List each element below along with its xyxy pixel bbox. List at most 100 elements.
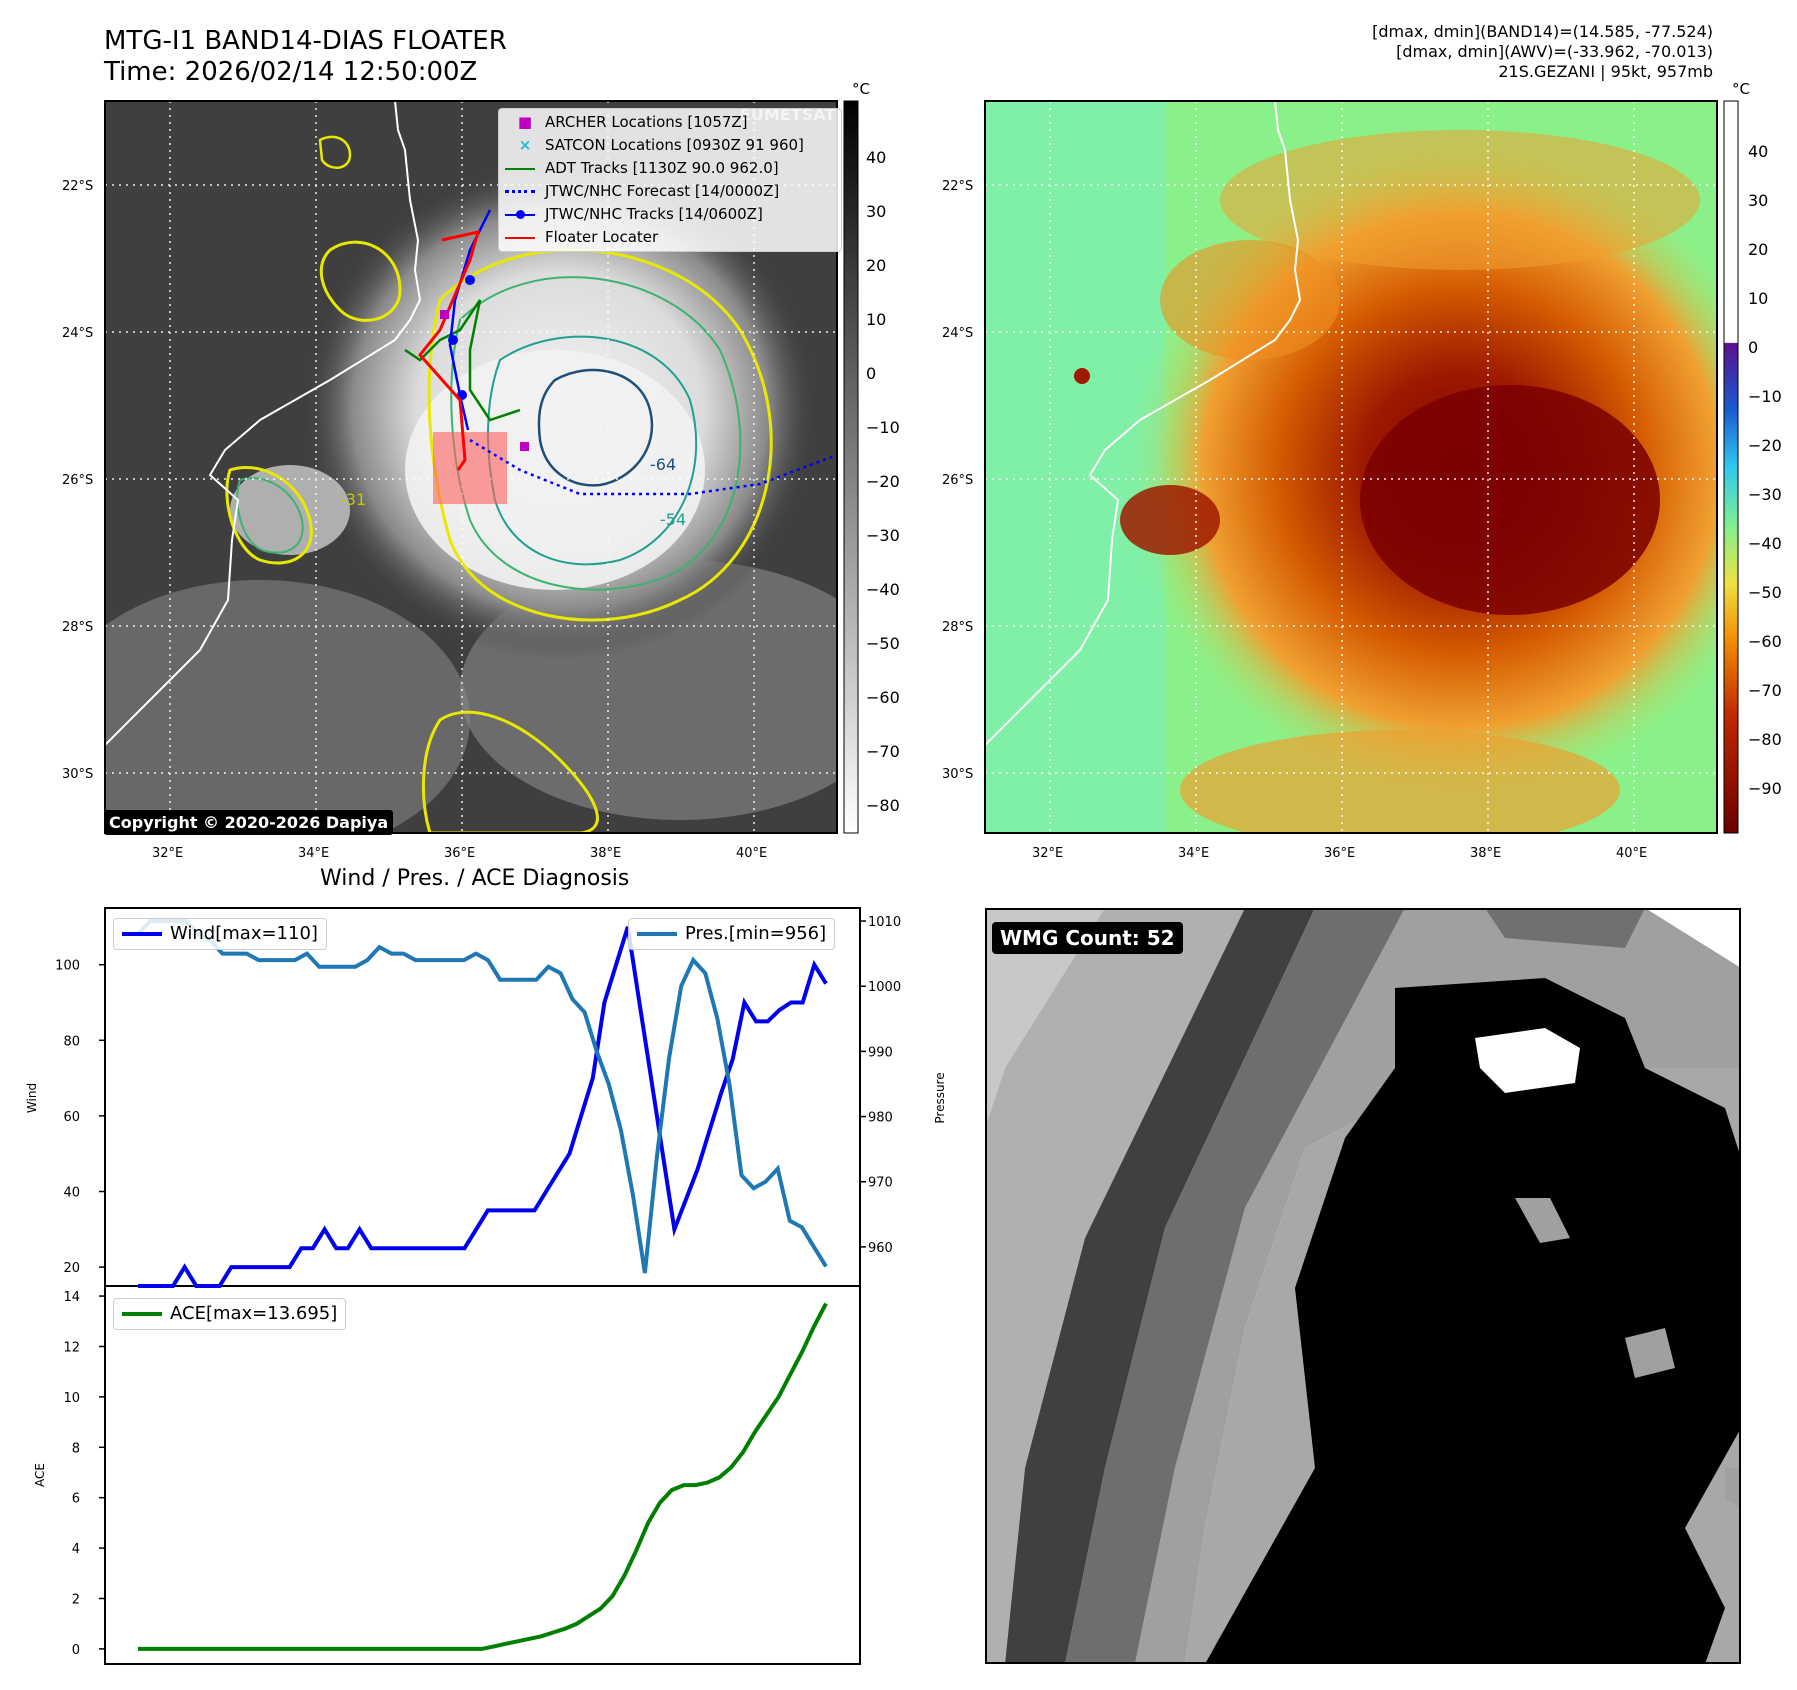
lon-label: 40°E [1616,846,1647,861]
title-line-2: Time: 2026/02/14 12:50:00Z [104,57,478,87]
ir-tick: −80 [866,796,900,815]
tick-label: 980 [868,1111,893,1126]
figure-title: MTG-I1 BAND14-DIAS FLOATER Time: 2026/02… [104,26,507,88]
tick-label: 14 [63,1290,80,1305]
lat-label: 26°S [62,473,93,488]
diagnosis-title: Wind / Pres. / ACE Diagnosis [320,866,630,891]
ir-colorbar-unit: °C [852,80,870,98]
tick-label: 100 [55,959,80,974]
adt-track [404,299,521,422]
ir-tick: −50 [866,634,900,653]
tick-label: 1010 [868,915,901,930]
wind-series-line [138,926,828,1288]
ir-tick: −20 [866,472,900,491]
lat-label: 30°S [942,767,973,782]
awv-tick: −70 [1748,681,1782,700]
line-icon [505,167,535,170]
tick-label: 4 [72,1542,80,1557]
contour-label: -54 [660,510,686,529]
tick-label: 80 [63,1034,80,1049]
line-icon [505,236,535,239]
tick-label: 1000 [868,980,901,995]
ir-tick: −10 [866,418,900,437]
pressure-legend: Pres.[min=956] [628,918,836,950]
copyright-badge: Copyright © 2020-2026 Dapiya [104,810,394,835]
awv-tick: 0 [1748,338,1758,357]
wmg-eye [1475,1028,1580,1093]
tick-label: 2 [72,1592,80,1607]
awv-tick: −10 [1748,387,1782,406]
wind-legend-label: Wind[max=110] [170,923,318,944]
tick-label: 40 [63,1186,80,1201]
tick-label: 8 [72,1441,80,1456]
awv-tick: −90 [1748,779,1782,798]
awv-colorbar [1723,100,1739,834]
forecast-track [469,438,837,496]
lat-label: 24°S [62,326,93,341]
lat-label: 22°S [942,179,973,194]
awv-tick: −60 [1748,632,1782,651]
ir-tick: −70 [866,742,900,761]
ir-legend: ■ ARCHER Locations [1057Z] × SATCON Loca… [498,108,842,252]
tick-label: 60 [63,1110,80,1125]
wind-legend: Wind[max=110] [113,918,327,950]
line-icon [122,1312,162,1316]
archer-marker [520,442,529,451]
pressure-legend-label: Pres.[min=956] [685,923,827,944]
coastline [105,101,422,746]
ir-frame [104,100,838,834]
line-icon [637,932,677,936]
awv-tick: 30 [1748,191,1768,210]
lon-label: 38°E [1470,846,1501,861]
x-marker-icon: × [518,136,532,154]
contour-label: -31 [340,490,366,509]
ace-series-line [138,1302,828,1651]
ir-colorbar-ticks: 40 30 20 10 0 −10 −20 −30 −40 −50 −60 −7… [866,148,900,815]
ace-legend: ACE[max=13.695] [113,1298,347,1330]
legend-forecast: JTWC/NHC Forecast [14/0000Z] [505,180,835,203]
wind-pres-frame [104,907,861,1287]
legend-archer: ■ ARCHER Locations [1057Z] [505,111,835,134]
lon-label: 36°E [1324,846,1355,861]
lon-label: 32°E [152,846,183,861]
legend-satcon: × SATCON Locations [0930Z 91 960] [505,134,835,157]
awv-tick: 40 [1748,142,1768,161]
lon-label: 34°E [298,846,329,861]
awv-colorbar-ticks: 40 30 20 10 0 −10 −20 −30 −40 −50 −60 −7… [1748,142,1782,798]
awv-tick: −30 [1748,485,1782,504]
archer-marker [440,310,449,319]
wmg-core [1205,978,1741,1664]
ir-tick: 40 [866,148,886,167]
wind-axis: 20 40 60 80 100 [55,959,105,1276]
tick-label: 6 [72,1492,80,1507]
line-icon [122,932,162,936]
lat-label: 26°S [942,473,973,488]
ir-colorbar [843,100,859,834]
lat-label: 24°S [942,326,973,341]
lon-label: 36°E [444,846,475,861]
wmg-frame [985,908,1741,1664]
ir-tick: −30 [866,526,900,545]
pressure-series-line [136,919,828,1274]
lat-label: 28°S [62,620,93,635]
awv-tick: −20 [1748,436,1782,455]
title-line-1: MTG-I1 BAND14-DIAS FLOATER [104,26,507,56]
ir-tick: −60 [866,688,900,707]
tick-label: 0 [72,1643,80,1658]
awv-gridlines [985,101,1717,833]
awv-tick: −40 [1748,534,1782,553]
lat-label: 28°S [942,620,973,635]
storm-info: [dmax, dmin](BAND14)=(14.585, -77.524) [… [1372,22,1713,82]
pressure-axis: 960 970 980 990 1000 1010 [860,915,901,1256]
awv-panel: 22°S 24°S 26°S 28°S 30°S 32°E 34°E 36°E … [942,80,1782,861]
tick-label: 10 [63,1391,80,1406]
wind-ylabel: Wind [25,1083,39,1113]
square-marker-icon: ■ [517,113,533,131]
dotted-line-icon [505,190,535,193]
lon-label: 32°E [1032,846,1063,861]
info-line-1: [dmax, dmin](BAND14)=(14.585, -77.524) [1372,22,1713,41]
ir-tick: −40 [866,580,900,599]
lat-label: 22°S [62,179,93,194]
ir-tick: 0 [866,364,876,383]
